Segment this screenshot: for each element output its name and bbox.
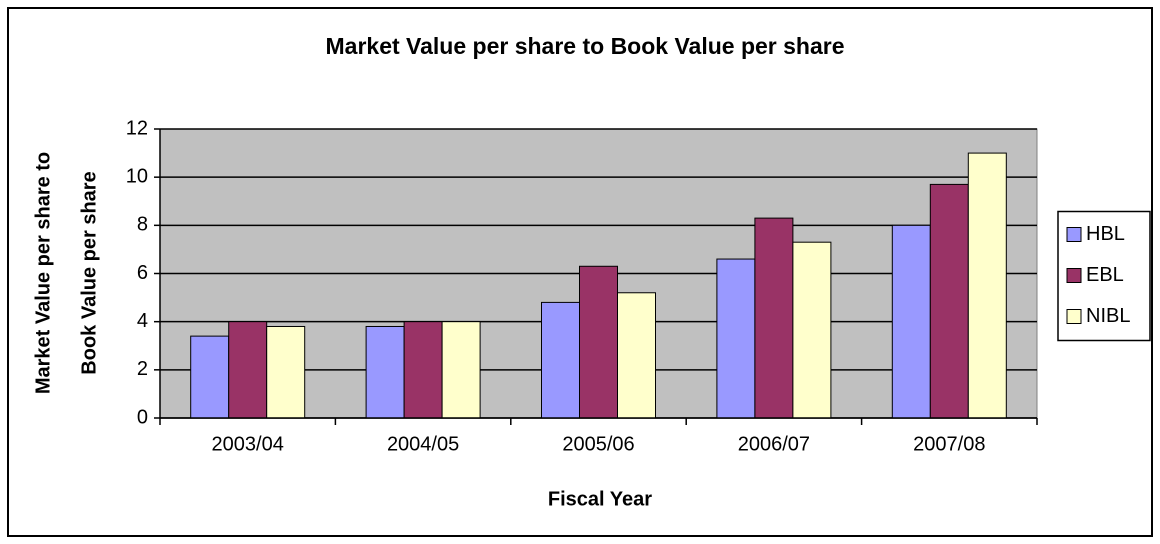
- bar: [792, 241, 832, 419]
- bar: [266, 325, 306, 419]
- bar: [967, 152, 1007, 419]
- y-tick-label: 0: [137, 406, 148, 428]
- y-tick-label: 10: [126, 165, 148, 187]
- y-tick-label: 6: [137, 262, 148, 284]
- bar: [541, 301, 580, 419]
- chart-title: Market Value per share to Book Value per…: [326, 33, 845, 59]
- bar: [891, 224, 931, 419]
- x-tick-label: 2004/05: [387, 433, 459, 455]
- bar: [441, 321, 481, 419]
- bar: [579, 265, 618, 419]
- x-tick-label: 2006/07: [738, 433, 810, 455]
- legend-label: NIBL: [1086, 305, 1130, 327]
- bar: [228, 321, 268, 419]
- y-tick-label: 4: [137, 310, 148, 332]
- legend-swatch: [1066, 309, 1082, 324]
- x-tick-label: 2003/04: [212, 433, 284, 455]
- y-axis-title: Book Value per share: [78, 171, 100, 374]
- y-tick-label: 12: [126, 117, 148, 139]
- x-axis-title: Fiscal Year: [548, 488, 652, 510]
- bar: [403, 321, 443, 419]
- y-tick-label: 8: [137, 214, 148, 236]
- legend-label: HBL: [1086, 223, 1125, 245]
- bar: [716, 258, 756, 419]
- bar: [754, 217, 794, 419]
- bar: [190, 335, 230, 419]
- legend-label: EBL: [1086, 264, 1124, 286]
- bar: [365, 325, 405, 419]
- bar: [617, 292, 656, 419]
- legend-swatch: [1066, 268, 1082, 283]
- y-axis-title: Market Value per share to: [32, 152, 54, 394]
- x-tick-label: 2005/06: [562, 433, 634, 455]
- bar: [929, 183, 969, 419]
- y-tick-label: 2: [137, 358, 148, 380]
- x-tick-label: 2007/08: [913, 433, 985, 455]
- legend-swatch: [1066, 227, 1082, 242]
